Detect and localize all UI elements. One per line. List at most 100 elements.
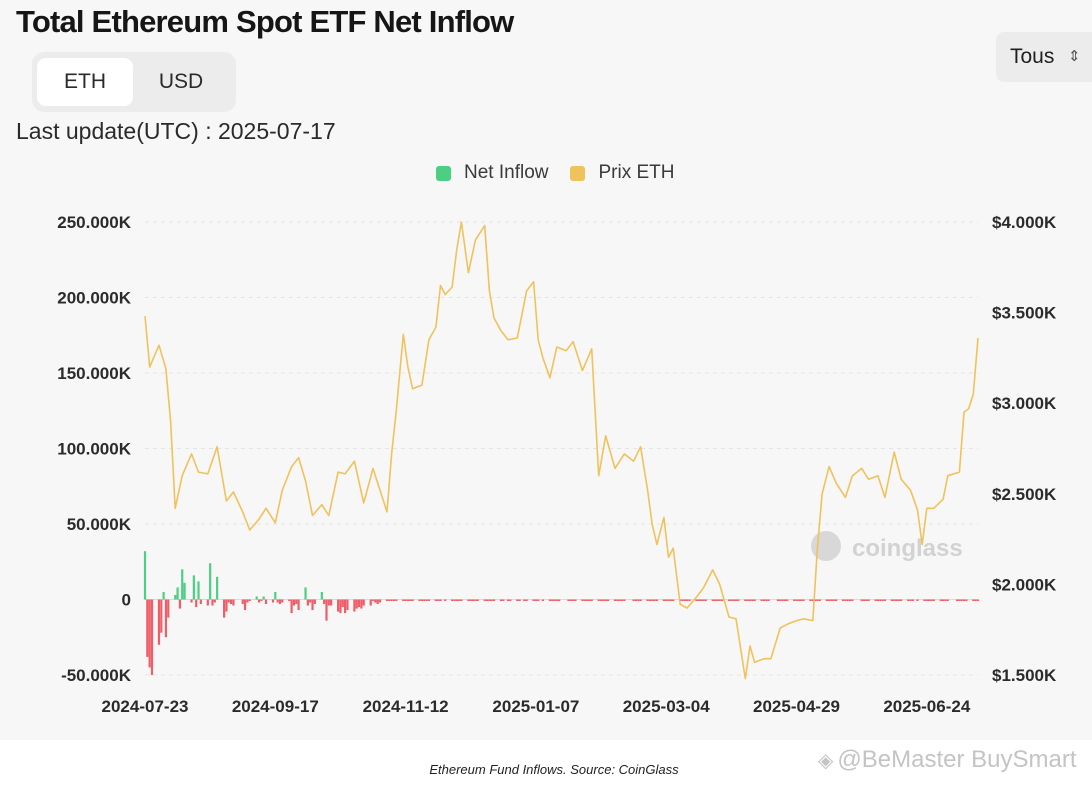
net-inflow-bar bbox=[499, 599, 503, 602]
net-inflow-bar bbox=[955, 599, 959, 602]
net-inflow-bar bbox=[178, 599, 182, 609]
chart-legend: Net Inflow Prix ETH bbox=[436, 160, 696, 186]
net-inflow-bar bbox=[248, 599, 251, 602]
net-inflow-bar bbox=[553, 599, 556, 602]
x-tick-label: 2024-07-23 bbox=[102, 697, 189, 716]
net-inflow-bar bbox=[146, 599, 149, 657]
net-inflow-bar bbox=[704, 599, 707, 602]
net-inflow-bar bbox=[965, 599, 968, 602]
net-inflow-bar bbox=[802, 599, 805, 602]
y-right-tick-label: $2.000K bbox=[992, 575, 1057, 594]
net-inflow-bar bbox=[632, 599, 635, 602]
net-inflow-bar bbox=[162, 591, 165, 600]
net-inflow-bar bbox=[406, 599, 410, 602]
net-inflow-bar bbox=[753, 599, 756, 602]
net-inflow-bar bbox=[925, 599, 928, 602]
net-inflow-bar bbox=[665, 599, 668, 602]
net-inflow-bar bbox=[702, 599, 705, 602]
net-inflow-bar bbox=[874, 599, 877, 602]
net-inflow-bar bbox=[439, 599, 442, 602]
etf-flow-chart: -50.000K 0 50.000K 100.000K 150.000K 200.000K… bbox=[57, 213, 1057, 716]
net-inflow-bar bbox=[713, 599, 717, 602]
net-inflow-bar bbox=[311, 599, 314, 611]
net-inflow-bar bbox=[928, 599, 931, 602]
net-inflow-bar bbox=[199, 599, 202, 605]
net-inflow-bar bbox=[655, 599, 658, 602]
net-inflow-bar bbox=[974, 599, 977, 602]
net-inflow-bar bbox=[848, 599, 852, 602]
net-inflow-bar bbox=[651, 599, 654, 602]
net-inflow-bar bbox=[960, 599, 963, 602]
net-inflow-bar bbox=[634, 599, 638, 602]
net-inflow-bar bbox=[304, 587, 307, 600]
y-right-tick-label: $1.500K bbox=[992, 666, 1057, 685]
net-inflow-bar bbox=[602, 599, 605, 602]
net-inflow-bar bbox=[590, 599, 593, 602]
net-inflow-bar bbox=[876, 599, 880, 602]
net-inflow-bar bbox=[797, 599, 800, 602]
toggle-usd[interactable]: USD bbox=[158, 70, 204, 93]
net-inflow-bar bbox=[746, 599, 749, 602]
net-inflow-bar bbox=[516, 599, 519, 602]
net-inflow-bar bbox=[458, 599, 461, 602]
net-inflow-bar bbox=[944, 599, 947, 602]
net-inflow-bar bbox=[150, 599, 154, 675]
legend-item-prix-eth[interactable]: Prix ETH bbox=[570, 162, 674, 184]
net-inflow-bar bbox=[395, 599, 398, 602]
net-inflow-bar bbox=[229, 599, 233, 605]
net-inflow-bar bbox=[337, 599, 340, 612]
net-inflow-bar bbox=[455, 599, 458, 602]
legend-label-net-inflow: Net Inflow bbox=[464, 162, 549, 183]
net-inflow-bar bbox=[353, 599, 356, 612]
net-inflow-bar bbox=[585, 599, 589, 602]
y-left-tick-label: 50.000K bbox=[67, 515, 132, 534]
net-inflow-bar bbox=[558, 599, 561, 602]
net-inflow-bar bbox=[292, 599, 296, 606]
net-inflow-bar bbox=[881, 599, 884, 602]
net-inflow-bar bbox=[181, 569, 184, 600]
net-inflow-bar bbox=[700, 599, 703, 602]
x-tick-label: 2024-11-12 bbox=[363, 697, 449, 716]
range-select[interactable]: Tous ⇕ bbox=[996, 32, 1092, 82]
legend-swatch-prix-eth bbox=[570, 165, 586, 181]
coinglass-logo-icon bbox=[811, 531, 841, 561]
net-inflow-bar bbox=[537, 599, 540, 602]
net-inflow-bar bbox=[851, 599, 854, 602]
net-inflow-bar bbox=[932, 599, 935, 602]
net-inflow-bar bbox=[683, 599, 686, 602]
chart-panel bbox=[0, 0, 1092, 740]
net-inflow-bar bbox=[893, 599, 896, 602]
net-inflow-bar bbox=[309, 599, 312, 603]
net-inflow-bar bbox=[606, 599, 610, 602]
net-inflow-bar bbox=[423, 599, 426, 602]
net-inflow-bar bbox=[246, 599, 249, 603]
page-watermark: ◈ @BeMaster BuySmart bbox=[818, 746, 1077, 774]
x-tick-label: 2025-04-29 bbox=[753, 697, 840, 716]
net-inflow-bar bbox=[276, 599, 279, 603]
net-inflow-bar bbox=[720, 599, 724, 602]
legend-item-net-inflow[interactable]: Net Inflow bbox=[436, 162, 548, 184]
net-inflow-bar bbox=[911, 599, 914, 602]
y-right-tick-label: $4.000K bbox=[992, 213, 1057, 232]
net-inflow-bar bbox=[667, 599, 670, 602]
x-tick-label: 2025-06-24 bbox=[883, 697, 971, 716]
net-inflow-bar bbox=[488, 599, 491, 602]
net-inflow-bar bbox=[271, 599, 275, 603]
page-watermark-text: @BeMaster BuySmart bbox=[837, 746, 1077, 773]
net-inflow-bar bbox=[574, 599, 577, 602]
net-inflow-bar bbox=[751, 599, 754, 602]
net-inflow-bar bbox=[972, 599, 975, 602]
net-inflow-bar bbox=[323, 599, 326, 605]
net-inflow-bar bbox=[618, 599, 621, 602]
toggle-eth[interactable]: ETH bbox=[37, 58, 133, 106]
net-inflow-bar bbox=[255, 596, 258, 600]
net-inflow-bar bbox=[492, 599, 496, 602]
net-inflow-bar bbox=[581, 599, 584, 602]
net-inflow-bar bbox=[227, 599, 230, 603]
net-inflow-bar bbox=[262, 596, 265, 600]
net-inflow-bar bbox=[767, 599, 770, 602]
net-inflow-bar bbox=[734, 599, 738, 602]
net-inflow-bar bbox=[669, 599, 672, 602]
net-inflow-bar bbox=[681, 599, 684, 602]
net-inflow-bar bbox=[444, 599, 447, 602]
